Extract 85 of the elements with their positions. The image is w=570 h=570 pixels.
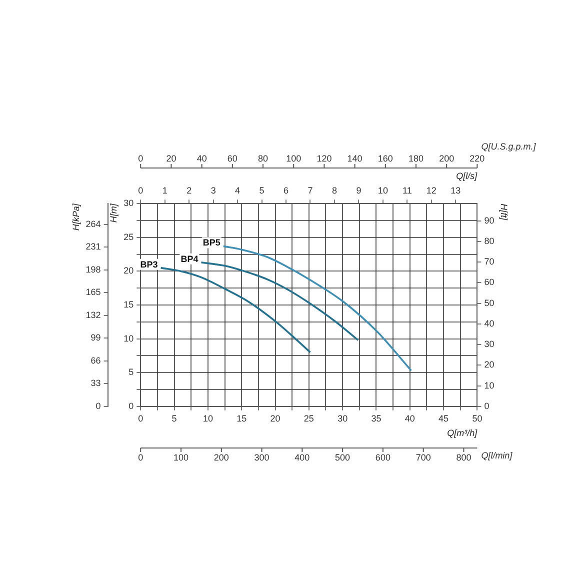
y-tick-label: 10: [124, 333, 134, 344]
y2-axis-title: H[ft]: [499, 204, 510, 221]
text: 220: [470, 153, 485, 164]
y3-tick-label: 132: [86, 310, 101, 320]
text: 100: [286, 153, 302, 164]
text: 140: [347, 153, 362, 164]
x2-tick-label: 6: [284, 186, 289, 196]
text: Q[l/min]: [481, 450, 513, 460]
x2-tick-label: 13: [450, 186, 461, 196]
text: 120: [316, 153, 332, 164]
y2-tick-label: 10: [484, 380, 494, 390]
y-tick-label: 5: [128, 367, 134, 378]
x2-tick-label: 7: [308, 186, 313, 196]
text: 40: [196, 153, 207, 164]
x2-tick-label: 3: [210, 186, 216, 196]
text: 0: [138, 452, 144, 462]
x2-tick-label: 2: [186, 186, 192, 196]
y-tick-label: 25: [124, 232, 134, 242]
text: 800: [456, 452, 472, 462]
series-label: BP3: [140, 259, 158, 270]
y3-tick-label: 165: [86, 287, 101, 298]
x2-tick-label: 11: [402, 186, 412, 196]
text: 200: [439, 153, 454, 164]
y2-tick-label: 40: [484, 318, 494, 328]
y2-tick-label: 90: [484, 215, 494, 226]
y2-tick-label: 0: [484, 400, 490, 411]
text: 80: [258, 153, 268, 164]
text: 200: [214, 452, 229, 462]
y3-tick-label: 33: [90, 378, 101, 388]
x-tick-label: 50: [472, 413, 482, 424]
x-tick-label: 15: [236, 413, 247, 424]
x2-tick-label: 10: [378, 186, 388, 196]
y-tick-label: 0: [128, 400, 134, 411]
text: 600: [375, 452, 390, 462]
y3-tick-label: 264: [86, 218, 101, 229]
y2-tick-label: 60: [484, 277, 494, 288]
x2-tick-label: 9: [356, 186, 362, 196]
x-tick-label: 25: [304, 413, 314, 424]
y3-tick-label: 231: [86, 242, 101, 252]
y3-tick-label: 66: [90, 355, 101, 366]
x-tick-label: 10: [202, 413, 213, 424]
text: 500: [335, 452, 350, 462]
y2-tick-label: 80: [484, 236, 494, 246]
x-tick-label: 0: [138, 413, 144, 424]
y3-tick-label: 99: [90, 332, 101, 343]
line-series: [222, 245, 412, 372]
x-tick-label: 45: [438, 413, 449, 424]
x-tick-label: 30: [338, 413, 348, 424]
y3-tick-label: 198: [86, 264, 101, 274]
text: Q[U.S.g.p.m.]: [481, 142, 536, 152]
x2-tick-label: 0: [138, 186, 144, 196]
y-tick-label: 20: [124, 266, 134, 276]
x2-tick-label: 5: [259, 186, 264, 196]
x-tick-label: 40: [404, 413, 415, 424]
x2-tick-label: 4: [235, 186, 240, 196]
text: 60: [227, 153, 238, 164]
text: 20: [166, 153, 176, 164]
y-tick-label: 30: [124, 198, 134, 208]
line-series: [160, 266, 312, 354]
y2-tick-label: 30: [484, 339, 494, 350]
y-axis-title: H[m]: [108, 203, 119, 223]
x-axis-title: Q[m³/h]: [447, 428, 478, 438]
x2-tick-label: 8: [332, 186, 337, 196]
x-tick-label: 20: [270, 413, 280, 424]
x-tick-label: 5: [172, 413, 177, 424]
text: 180: [408, 153, 424, 164]
y2-tick-label: 50: [484, 298, 494, 308]
x-tick-label: 35: [371, 413, 382, 424]
series-label: BP4: [180, 254, 198, 264]
x2-tick-label: 1: [162, 186, 168, 196]
x2-axis-title: Q[l/s]: [456, 170, 478, 181]
text: 0: [138, 153, 144, 164]
y3-axis-title: H[kPa]: [70, 203, 81, 231]
line-series: [200, 262, 359, 342]
y3-tick-label: 0: [96, 400, 101, 411]
y2-tick-label: 70: [484, 256, 494, 267]
text: 400: [294, 452, 310, 462]
text: 300: [254, 452, 270, 462]
x2-tick-label: 12: [426, 186, 436, 196]
text: 160: [378, 153, 393, 164]
series-label: BP5: [202, 238, 220, 248]
text: 100: [174, 452, 189, 462]
y-tick-label: 15: [124, 299, 134, 310]
y2-tick-label: 20: [484, 360, 494, 370]
text: 700: [416, 452, 431, 462]
